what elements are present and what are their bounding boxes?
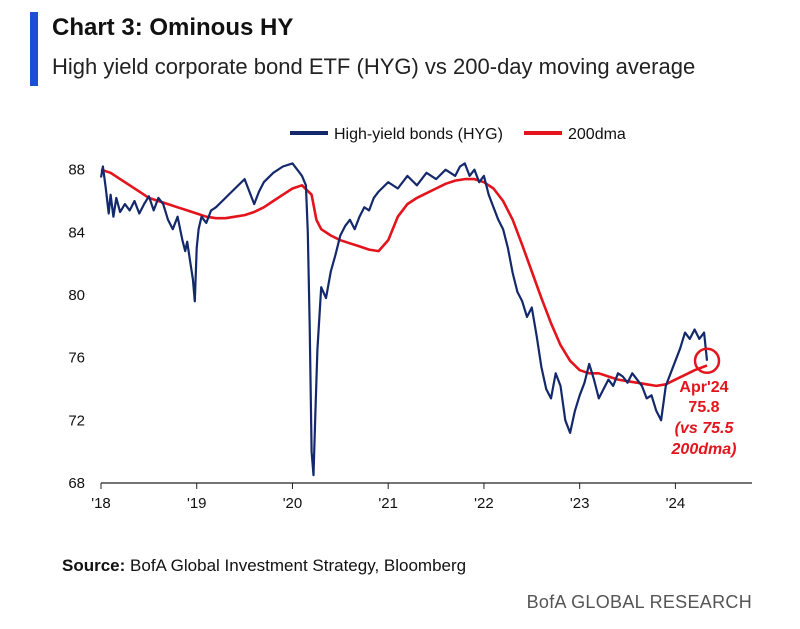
y-tick-label: 68: [68, 475, 85, 492]
brand-footer: BofA GLOBAL RESEARCH: [526, 592, 752, 612]
x-tick-label: '20: [283, 495, 303, 512]
chart-title: Chart 3: Ominous HY: [52, 14, 294, 41]
x-tick-label: '21: [378, 495, 398, 512]
annotation-line-4: 200dma): [671, 441, 737, 458]
chart-subtitle: High yield corporate bond ETF (HYG) vs 2…: [52, 54, 696, 79]
legend: High-yield bonds (HYG) 200dma: [290, 126, 626, 143]
y-tick-label: 88: [68, 162, 85, 179]
annotation-line-1: Apr'24: [679, 379, 728, 396]
annotation-line-2: 75.8: [688, 399, 719, 416]
series-line-hyg: [99, 162, 709, 477]
x-tick-label: '19: [187, 495, 207, 512]
y-tick-label: 80: [68, 287, 85, 304]
source-note: Source: BofA Global Investment Strategy,…: [62, 556, 466, 576]
annotation-line-3: (vs 75.5: [675, 420, 735, 437]
legend-label-hyg: High-yield bonds (HYG): [334, 126, 503, 143]
x-tick-label: '18: [91, 495, 111, 512]
y-tick-label: 76: [68, 350, 85, 367]
series-line-200dma: [100, 168, 708, 388]
x-tick-label: '24: [666, 495, 686, 512]
chart-area: 68 72 76 80 84 88 '18 '19 '20 '21 '22 '23 '24 High-y…: [68, 126, 752, 512]
annotation-circle: [693, 347, 721, 375]
accent-bar: [30, 12, 38, 86]
y-tick-label: 84: [68, 224, 85, 241]
x-tick-label: '23: [570, 495, 590, 512]
y-tick-label: 72: [68, 412, 85, 429]
x-tick-label: '22: [474, 495, 494, 512]
legend-label-200dma: 200dma: [568, 126, 626, 143]
annotation: Apr'24 75.8 (vs 75.5 200dma): [671, 347, 737, 458]
source-text: BofA Global Investment Strategy, Bloombe…: [125, 556, 467, 575]
source-label: Source:: [62, 556, 126, 575]
